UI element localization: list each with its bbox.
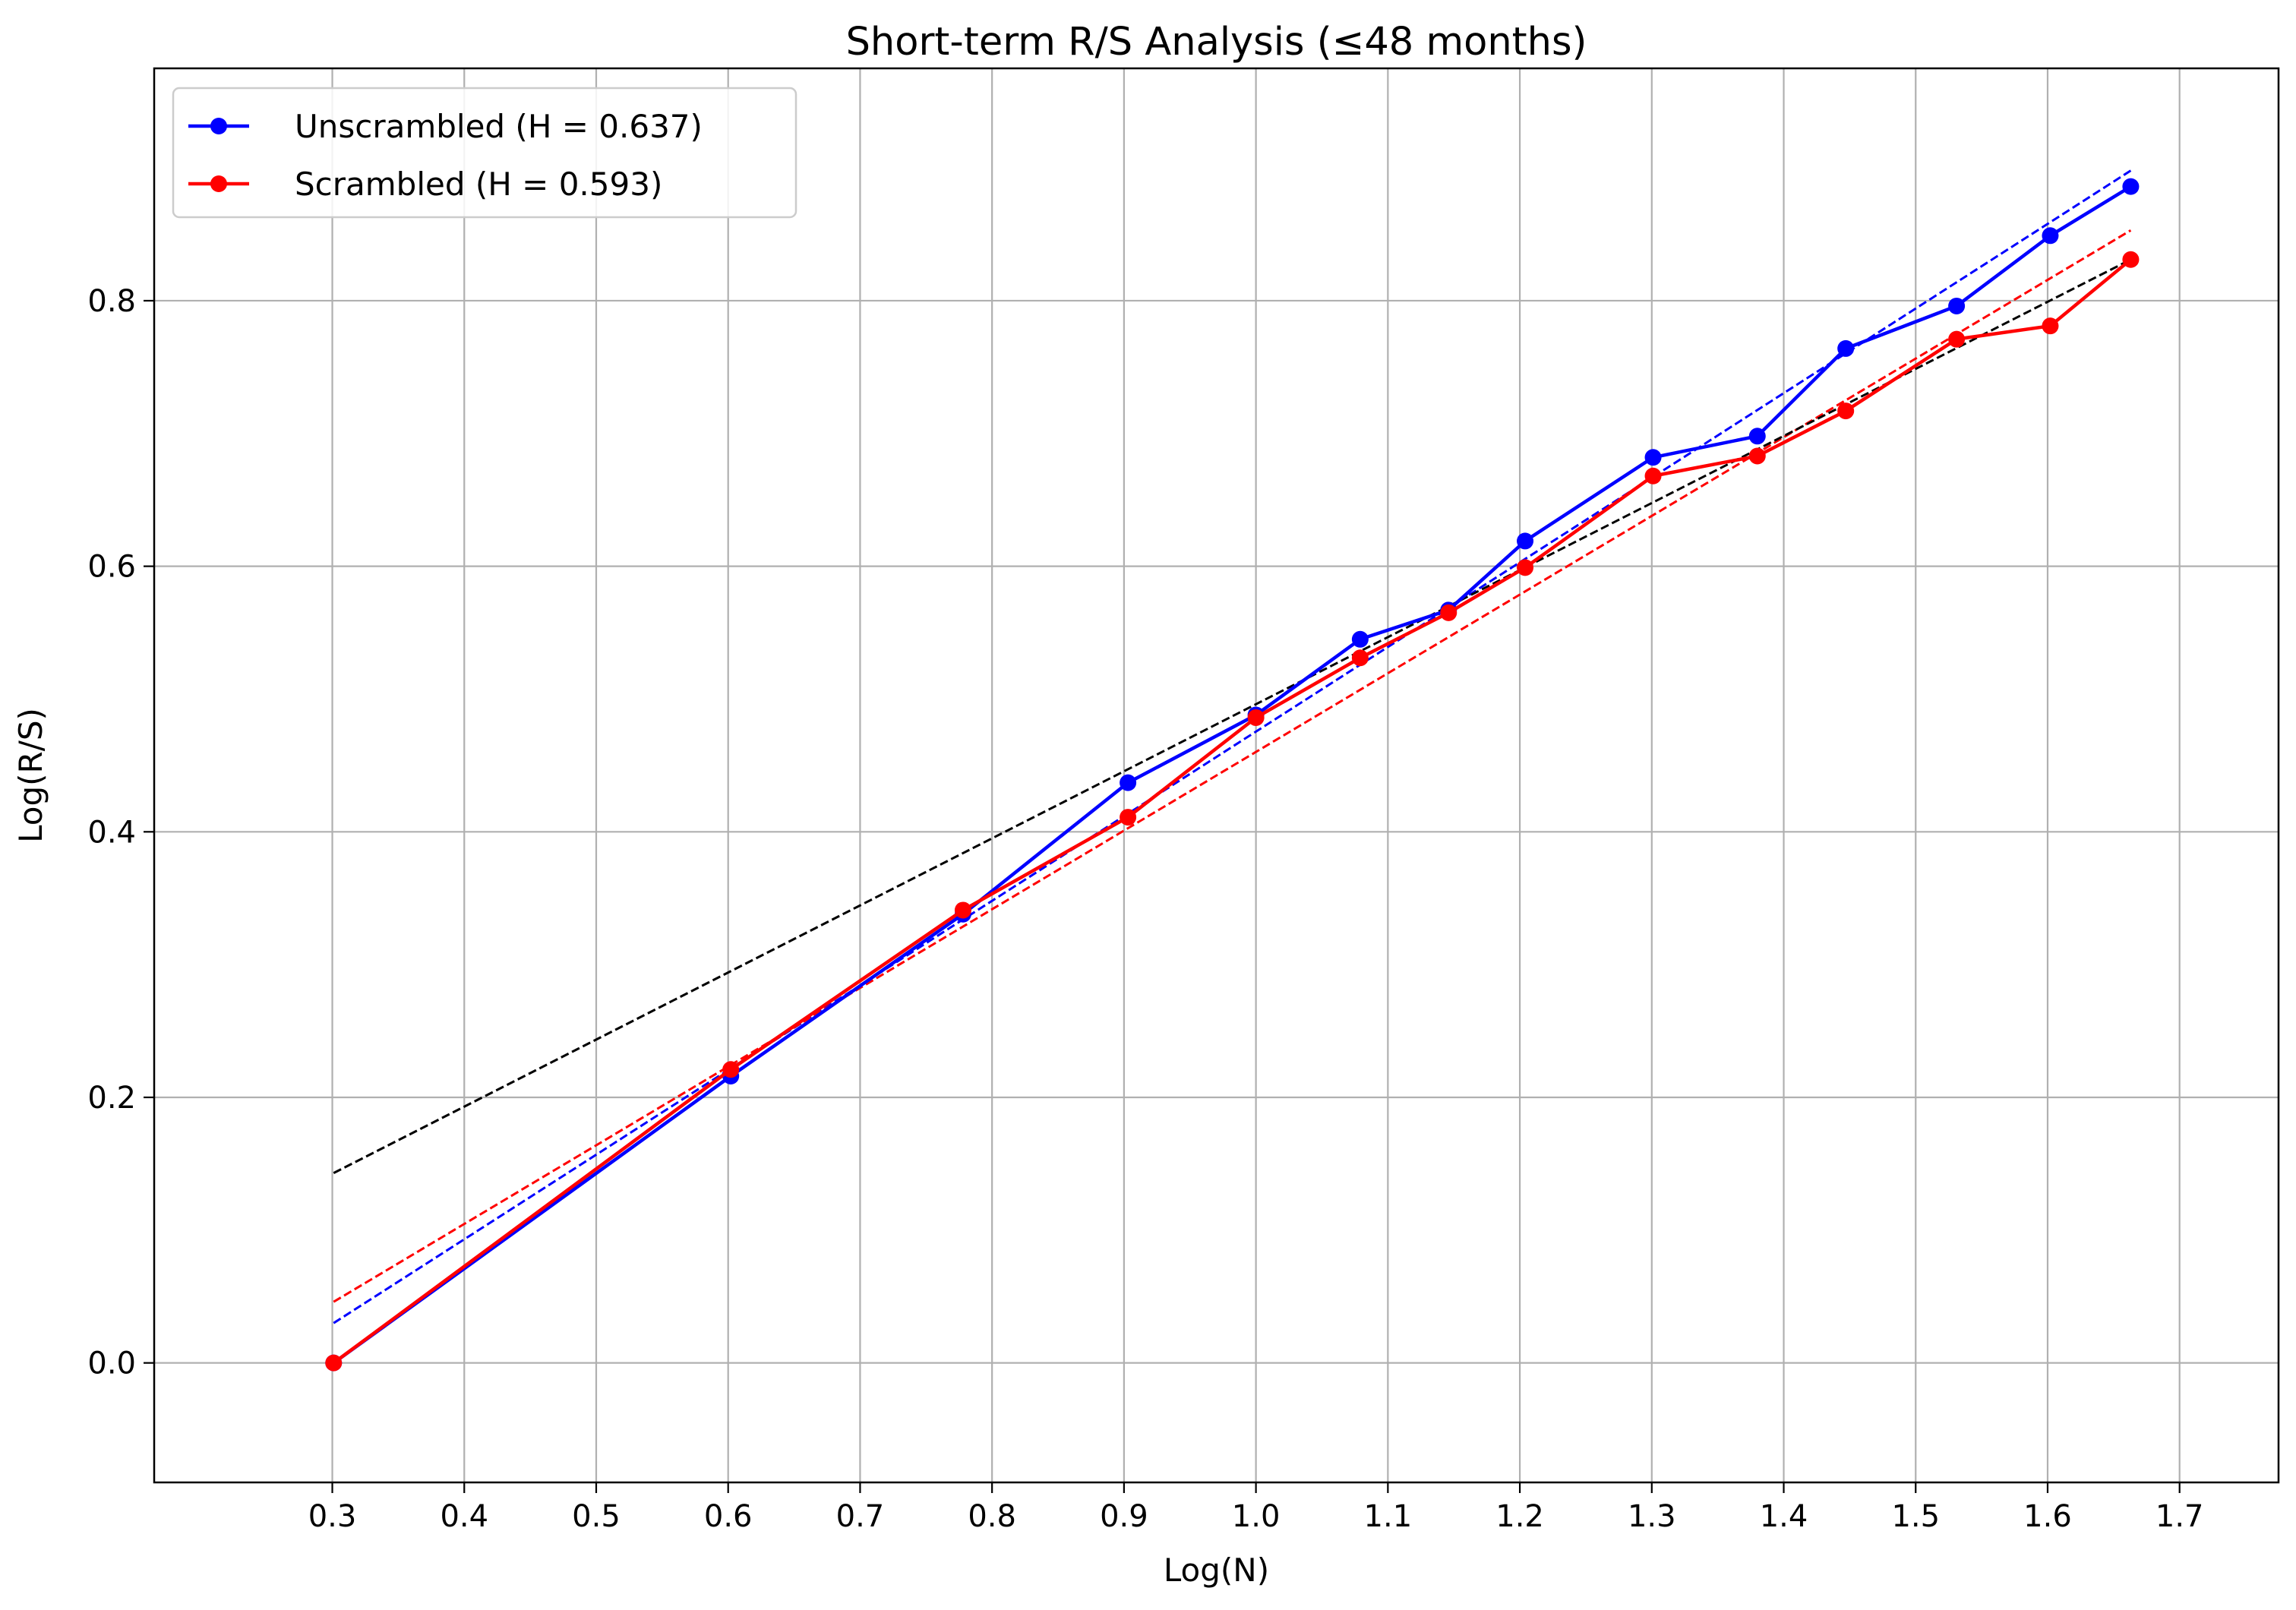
data-point: [722, 1061, 740, 1078]
legend: Unscrambled (H = 0.637) Scrambled (H = 0.…: [172, 87, 797, 219]
data-point: [2122, 178, 2140, 195]
plot-frame: [153, 67, 2280, 1484]
data-point: [1351, 649, 1369, 667]
x-tick-label: 1.1: [1364, 1499, 1413, 1534]
legend-entry: Scrambled (H = 0.593): [188, 166, 662, 203]
fit-line: [333, 229, 2132, 1303]
y-axis-label: Log(R/S): [12, 708, 49, 843]
data-point: [1517, 532, 1534, 550]
data-point: [954, 901, 971, 919]
data-point: [1644, 467, 1662, 485]
data-point: [1948, 297, 1966, 314]
legend-swatch-marker: [210, 175, 227, 192]
fit-line: [333, 258, 2132, 1174]
legend-swatch-marker: [210, 118, 227, 134]
x-tick-label: 0.6: [704, 1499, 753, 1534]
data-point: [1247, 709, 1265, 726]
data-point: [325, 1354, 343, 1372]
axis-ticks: 0.3 0.4 0.5 0.6 0.7 0.8 0.9 1.0 1.1 1.2 1.3 1.4 1.5 1…: [87, 284, 2203, 1534]
y-tick-label: 0.2: [87, 1081, 136, 1116]
x-tick-label: 0.9: [1100, 1499, 1148, 1534]
data-point: [1644, 449, 1662, 466]
y-tick-label: 0.8: [87, 284, 136, 319]
x-tick-label: 1.2: [1495, 1499, 1544, 1534]
data-point: [1517, 559, 1534, 576]
y-tick-label: 0.0: [87, 1346, 136, 1381]
data-point: [1120, 774, 1137, 791]
x-tick-label: 0.7: [836, 1499, 885, 1534]
x-axis-label: Log(N): [1164, 1552, 1269, 1589]
data-point: [1748, 447, 1766, 465]
x-tick-label: 0.4: [440, 1499, 488, 1534]
data-point: [1837, 339, 1855, 357]
data-point: [1351, 630, 1369, 648]
legend-label: Scrambled (H = 0.593): [295, 166, 662, 203]
series-scrambled: [325, 251, 2140, 1372]
data-point: [1440, 604, 1458, 621]
x-tick-label: 1.0: [1232, 1499, 1281, 1534]
data-point: [1120, 809, 1137, 826]
data-point: [1948, 330, 1966, 348]
legend-entry: Unscrambled (H = 0.637): [188, 108, 703, 145]
chart-title: Short-term R/S Analysis (≤48 months): [846, 20, 1587, 65]
legend-box: [172, 87, 797, 219]
x-tick-label: 1.5: [1891, 1499, 1940, 1534]
y-tick-label: 0.4: [87, 815, 136, 850]
data-point: [1837, 402, 1855, 420]
series-line: [332, 185, 2132, 1365]
data-series: [325, 178, 2140, 1372]
x-tick-label: 1.7: [2155, 1499, 2204, 1534]
data-point: [2042, 317, 2059, 335]
data-point: [2122, 251, 2140, 268]
x-tick-label: 0.3: [308, 1499, 357, 1534]
x-tick-label: 0.5: [572, 1499, 621, 1534]
x-tick-label: 1.6: [2023, 1499, 2072, 1534]
x-tick-label: 1.4: [1760, 1499, 1808, 1534]
x-tick-label: 0.8: [968, 1499, 1016, 1534]
data-point: [2042, 227, 2059, 245]
legend-label: Unscrambled (H = 0.637): [295, 108, 703, 145]
grid-lines: [154, 68, 2279, 1482]
x-tick-label: 1.3: [1628, 1499, 1676, 1534]
series-line: [332, 258, 2132, 1365]
y-tick-label: 0.6: [87, 550, 136, 585]
data-point: [1748, 428, 1766, 445]
